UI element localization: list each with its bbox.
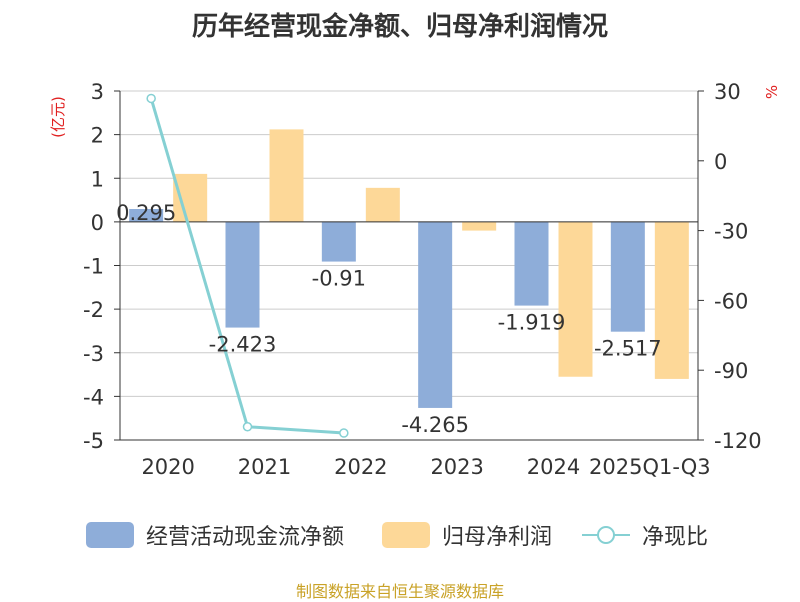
cash-flow-data-label: -2.423 [209, 333, 277, 357]
legend-label-ratio: 净现比 [642, 525, 709, 550]
cash-flow-bar [610, 221, 645, 332]
right-tick-label: -60 [714, 289, 748, 313]
right-tick-label: -120 [714, 429, 762, 453]
left-tick-label: 0 [91, 211, 104, 235]
cash-flow-bar [418, 221, 453, 408]
x-tick-label: 2023 [430, 455, 483, 479]
net-profit-bar [558, 221, 593, 377]
ratio-point [242, 421, 253, 432]
source-note: 制图数据来自恒生聚源数据库 [295, 582, 504, 601]
net-profit-bar [654, 221, 689, 379]
x-tick-label: 2021 [238, 455, 291, 479]
right-tick-label: -90 [714, 359, 748, 383]
left-tick-label: 1 [91, 167, 104, 191]
left-tick-label: 2 [91, 124, 104, 148]
axes: 3 2 1 0 -1 -2 -3 -4 -5 30 0 -30 -60 -90 -120 2020 2021 20… [83, 80, 762, 479]
left-tick-label: -4 [83, 385, 104, 409]
left-tick-label: -5 [83, 429, 104, 453]
x-tick-label: 2025Q1-Q3 [589, 455, 711, 479]
cash-flow-swatch [86, 522, 134, 548]
ratio-point [146, 93, 156, 104]
x-tick-label: 2024 [527, 455, 580, 479]
legend-label-net-profit: 归母净利润 [442, 525, 553, 550]
left-tick-label: -3 [83, 342, 104, 366]
net-profit-bar [173, 173, 208, 222]
right-axis-unit: % [763, 85, 781, 99]
legend-label-cash-flow: 经营活动现金流净额 [146, 525, 345, 550]
chart-title: 历年经营现金净额、归母净利润情况 [191, 12, 608, 42]
left-axis-unit: (亿元) [49, 96, 67, 138]
legend-item-net-profit[interactable]: 归母净利润 [382, 517, 552, 553]
x-tick-label: 2020 [141, 455, 194, 479]
cash-flow-data-label: -1.919 [498, 311, 566, 335]
x-tick-label: 2022 [334, 455, 387, 479]
right-tick-label: 0 [714, 150, 727, 174]
cash-flow-bar [225, 221, 260, 328]
ratio-point [339, 428, 349, 438]
cash-flow-data-label: -2.517 [594, 337, 662, 361]
cash-flow-data-label: -4.265 [401, 413, 469, 437]
ratio-line [146, 93, 349, 438]
net-profit-swatch [382, 522, 430, 548]
left-tick-label: 3 [91, 80, 104, 104]
legend: 经营活动现金流净额 归母净利润 净现比 [0, 517, 800, 553]
legend-item-cash-flow[interactable]: 经营活动现金流净额 [86, 517, 344, 553]
net-profit-bar [462, 221, 497, 231]
bars [129, 129, 689, 408]
cash-flow-data-label: 0.295 [116, 201, 176, 225]
right-tick-label: -30 [714, 220, 748, 244]
cash-flow-bar [514, 221, 549, 306]
data-labels: 0.295 -2.423 -0.91 -4.265 -1.919 -2.517 [116, 201, 662, 437]
legend-item-ratio[interactable]: 净现比 [582, 517, 708, 553]
right-tick-label: 30 [714, 80, 741, 104]
cash-flow-bar [129, 209, 164, 222]
left-tick-label: -1 [83, 255, 104, 279]
net-profit-bar [269, 129, 304, 222]
cash-flow-data-label: -0.91 [312, 267, 366, 291]
net-profit-bar [365, 187, 400, 222]
cash-flow-bar [321, 221, 356, 262]
ratio-line-swatch [582, 522, 630, 548]
left-tick-label: -2 [83, 298, 104, 322]
